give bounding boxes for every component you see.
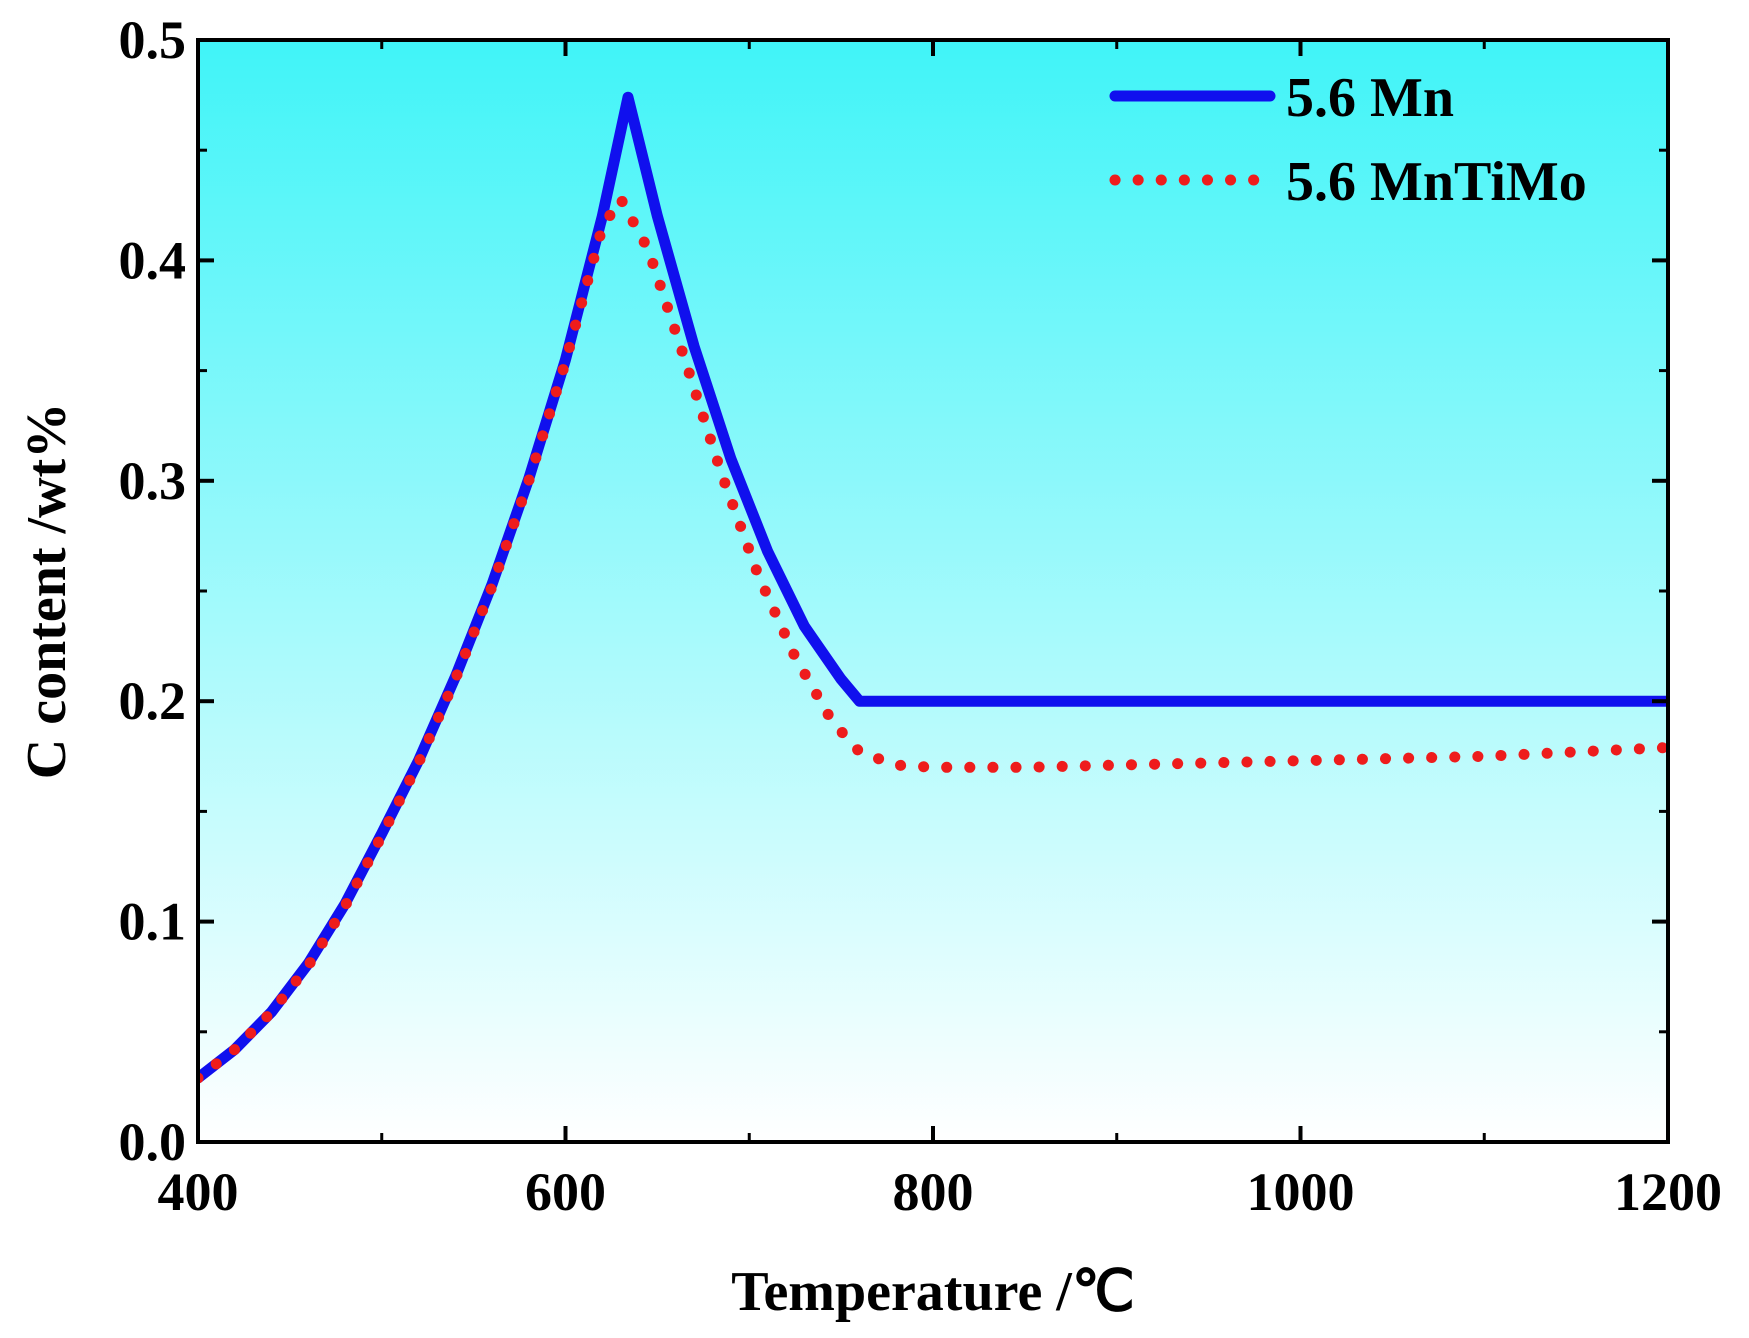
plot-background (198, 40, 1668, 1142)
y-tick-label: 0.1 (119, 892, 187, 952)
y-tick-label: 0.4 (119, 230, 187, 290)
legend-label-1: 5.6 MnTiMo (1286, 151, 1587, 213)
y-tick-label: 0.0 (119, 1112, 187, 1172)
x-tick-label: 1200 (1614, 1162, 1722, 1222)
series-layer (198, 91, 1668, 1084)
y-tick-label: 0.5 (119, 10, 187, 70)
x-tick-label: 1000 (1247, 1162, 1355, 1222)
legend: 5.6 Mn 5.6 MnTiMo (1109, 67, 1587, 213)
x-tick-label: 600 (525, 1162, 606, 1222)
legend-label-0: 5.6 Mn (1286, 67, 1454, 129)
x-tick-label: 400 (158, 1162, 239, 1222)
y-axis-title: C content /wt% (16, 403, 78, 779)
series-line-1 (198, 193, 1668, 1084)
y-tick-label: 0.2 (119, 671, 187, 731)
plot-frame (196, 38, 1670, 1144)
y-tick-label: 0.3 (119, 451, 187, 511)
x-tick-label: 800 (893, 1162, 974, 1222)
x-axis-title: Temperature /℃ (731, 1261, 1135, 1323)
